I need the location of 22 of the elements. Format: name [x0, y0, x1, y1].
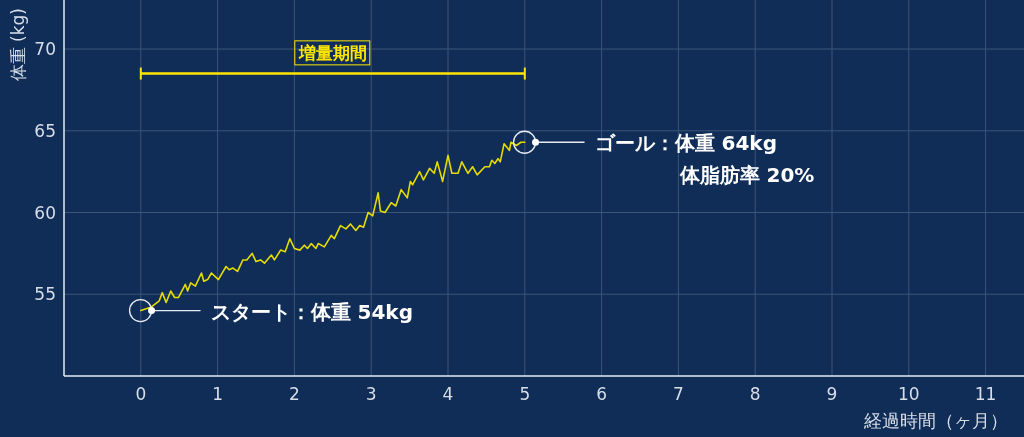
x-tick-label: 9: [826, 384, 838, 404]
x-tick-label: 1: [212, 384, 224, 404]
annotation: スタート：体重 54kg: [210, 299, 413, 324]
y-tick-label: 70: [34, 39, 56, 60]
x-tick-label: 8: [749, 384, 761, 404]
x-tick-label: 0: [135, 384, 147, 404]
annotation: 増量期間: [297, 42, 367, 63]
y-tick-label: 55: [34, 284, 56, 305]
y-tick-label: 60: [34, 202, 56, 223]
x-tick-label: 7: [672, 384, 684, 404]
x-tick-label: 6: [596, 384, 608, 404]
y-tick-label: 65: [34, 120, 56, 141]
x-tick-label: 3: [365, 384, 377, 404]
x-tick-label: 10: [897, 384, 920, 404]
x-tick-label: 5: [519, 384, 531, 404]
x-axis-title: 経過時間（ヶ月）: [863, 410, 1008, 431]
x-tick-label: 2: [288, 384, 300, 404]
annotation: ゴール：体重 64kg: [594, 131, 777, 156]
x-tick-label: 4: [442, 384, 454, 404]
x-tick-label: 11: [974, 384, 997, 404]
y-axis-title: 体重 (kg): [8, 8, 28, 82]
annotation: 体脂肪率 20%: [678, 163, 815, 188]
